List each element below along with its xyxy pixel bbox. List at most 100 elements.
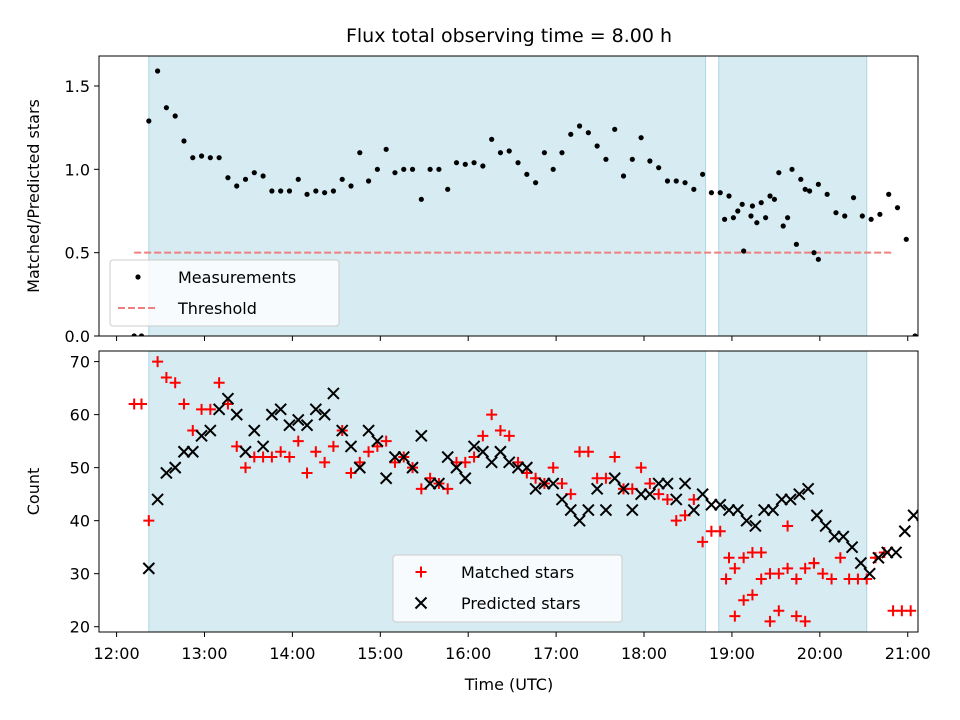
predicted-star-point	[371, 434, 384, 448]
predicted-star-point	[599, 503, 613, 517]
measurement-point	[322, 190, 328, 196]
measurement-point	[401, 166, 407, 172]
measurement-point	[603, 156, 609, 162]
matched-star-point	[661, 493, 673, 505]
x-tick-label: 16:00	[445, 644, 491, 663]
axes-frame	[98, 55, 919, 337]
predicted-star-point	[828, 530, 841, 543]
measurement-point	[793, 241, 799, 247]
measurement-point	[260, 173, 266, 179]
y-tick-label: 1.0	[65, 160, 90, 179]
measurement-point	[489, 136, 495, 142]
bottom-panel-counts: 20 30 40 50 60 70 12:00 13:00 14:00 15:00 16:00 17:…	[24, 350, 931, 694]
x-tick-label: 20:00	[797, 644, 843, 663]
measurement-point	[758, 200, 764, 206]
matched-star-point	[204, 403, 216, 415]
predicted-star-point	[177, 445, 191, 458]
measurement-point	[771, 196, 778, 202]
predicted-star-point	[626, 503, 639, 517]
matched-star-point	[301, 467, 313, 479]
predicted-star-point	[801, 482, 815, 496]
matched-star-point	[755, 573, 767, 585]
matched-star-point	[143, 515, 155, 527]
y-tick-label: 40	[70, 512, 90, 531]
predicted-star-point	[617, 482, 630, 496]
measurement-point	[576, 123, 583, 129]
measurement-point	[726, 193, 732, 199]
measurement-point	[842, 213, 848, 219]
measurement-point	[612, 126, 618, 132]
predicted-star-point	[678, 477, 692, 490]
matched-star-point	[644, 478, 656, 490]
matched-star-point	[160, 372, 172, 384]
measurement-point	[691, 186, 697, 192]
legend: Measurements Threshold	[109, 259, 340, 327]
predicted-star-point	[863, 567, 876, 580]
predicted-star-point	[538, 477, 551, 490]
predicted-star-point	[292, 413, 305, 427]
predicted-star-point	[476, 445, 490, 458]
legend-label: Threshold	[177, 299, 257, 318]
predicted-star-point	[784, 493, 797, 506]
measurement-point	[163, 105, 169, 111]
predicted-star-point	[687, 503, 701, 517]
measurement-point	[629, 156, 635, 162]
predicted-star-point	[397, 450, 410, 464]
measurement-point	[815, 256, 821, 262]
y-tick-label: 30	[70, 565, 90, 584]
matched-star-point	[738, 594, 750, 606]
measurement-point	[700, 171, 706, 177]
predicted-star-point	[274, 403, 287, 416]
predicted-star-point	[661, 477, 674, 490]
matched-star-point	[790, 573, 802, 585]
measurement-point	[850, 195, 857, 201]
predicted-star-point	[546, 477, 560, 490]
predicted-star-point	[441, 450, 454, 464]
predicted-star-point	[151, 493, 164, 506]
measurement-point	[833, 210, 839, 216]
predicted-star-point	[590, 482, 604, 496]
matched-star-point	[799, 615, 811, 627]
x-tick-label: 14:00	[269, 644, 315, 663]
matched-star-point	[723, 552, 735, 564]
predicted-star-point	[670, 493, 683, 506]
measurement-point	[673, 178, 679, 184]
measurement-point	[216, 155, 222, 161]
measurement-point	[418, 196, 424, 202]
predicted-star-point	[529, 482, 542, 496]
measurement-point	[741, 248, 747, 254]
predicted-star-point	[415, 429, 428, 443]
measurement-point	[533, 180, 539, 186]
predicted-star-point	[459, 472, 472, 485]
predicted-star-point	[265, 408, 279, 421]
y-tick-label: 20	[70, 618, 90, 637]
predicted-star-point	[634, 487, 648, 501]
measurement-point	[739, 201, 745, 207]
measurement-point	[656, 165, 662, 171]
measurement-point	[357, 150, 363, 156]
predicted-star-point	[388, 450, 402, 464]
predicted-star-point	[248, 424, 261, 437]
matched-star-point	[746, 589, 758, 601]
predicted-star-point	[256, 440, 270, 453]
matched-star-point	[371, 440, 383, 452]
measurement-point	[748, 213, 754, 219]
y-tick-label: 1.5	[65, 77, 90, 96]
x-tick-label: 19:00	[709, 644, 755, 663]
predicted-star-point	[714, 498, 727, 511]
matched-star-point	[905, 605, 917, 617]
matched-star-point	[266, 451, 278, 463]
legend-label: Matched stars	[461, 563, 574, 582]
matched-star-point	[773, 605, 785, 617]
predicted-star-point	[810, 509, 824, 522]
measurement-point	[242, 176, 249, 182]
matched-star-point	[653, 488, 665, 500]
matched-star-point	[817, 568, 829, 580]
measurement-point	[754, 220, 760, 226]
predicted-star-point	[186, 445, 199, 458]
matched-star-point	[319, 456, 331, 468]
measurement-point	[251, 170, 257, 176]
predicted-star-point	[362, 424, 375, 437]
matched-star-point	[697, 536, 709, 548]
measurement-point	[304, 191, 310, 197]
